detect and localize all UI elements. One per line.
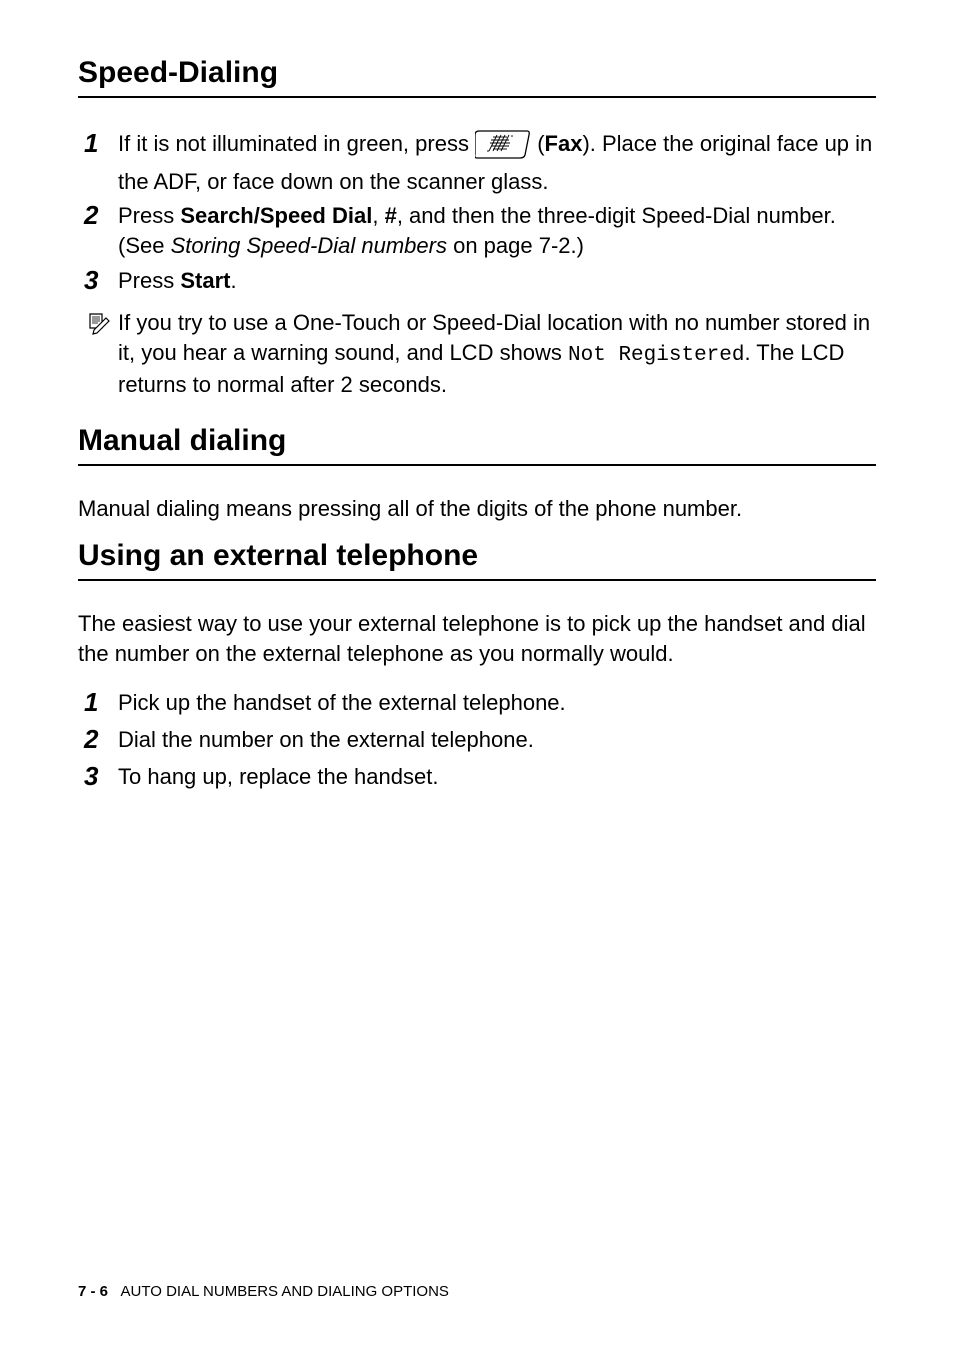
step-number: 1 <box>84 126 118 161</box>
step-number: 2 <box>84 198 118 233</box>
step-row: 2 Press Search/Speed Dial, #, and then t… <box>84 198 876 260</box>
step-number: 2 <box>84 722 118 757</box>
step-italic: Storing Speed-Dial numbers <box>171 233 447 258</box>
step-text: on page 7-2.) <box>447 233 584 258</box>
step-text: Press <box>118 203 180 228</box>
step-body: Pick up the handset of the external tele… <box>118 685 876 718</box>
step-bold: Search/Speed Dial <box>180 203 372 228</box>
page-footer: 7 - 6 AUTO DIAL NUMBERS AND DIALING OPTI… <box>78 1283 449 1300</box>
heading-manual-dialing: Manual dialing <box>78 424 876 466</box>
step-bold: # <box>385 203 397 228</box>
step-row: 1 Pick up the handset of the external te… <box>84 685 876 720</box>
paragraph: Manual dialing means pressing all of the… <box>78 494 876 524</box>
note-mono: Not Registered <box>568 344 744 367</box>
note-icon <box>84 308 118 343</box>
step-row: 2 Dial the number on the external teleph… <box>84 722 876 757</box>
step-body: Dial the number on the external telephon… <box>118 722 876 755</box>
step-text: ( <box>537 131 544 156</box>
step-text: , <box>372 203 384 228</box>
note-row: If you try to use a One-Touch or Speed-D… <box>84 308 876 400</box>
step-body: If it is not illuminated in green, press <box>118 126 876 196</box>
step-number: 3 <box>84 263 118 298</box>
note-body: If you try to use a One-Touch or Speed-D… <box>118 308 876 400</box>
external-telephone-steps: 1 Pick up the handset of the external te… <box>84 685 876 794</box>
step-bold: Fax <box>545 131 583 156</box>
step-body: Press Search/Speed Dial, #, and then the… <box>118 198 876 260</box>
step-row: 1 If it is not illuminated in green, pre… <box>84 126 876 196</box>
paragraph: The easiest way to use your external tel… <box>78 609 876 668</box>
fax-icon <box>475 129 531 167</box>
speed-dialing-steps: 1 If it is not illuminated in green, pre… <box>84 126 876 298</box>
page-container: Speed-Dialing 1 If it is not illuminated… <box>0 0 954 1352</box>
step-bold: Start <box>180 268 230 293</box>
step-text: Press <box>118 268 180 293</box>
step-number: 3 <box>84 759 118 794</box>
step-row: 3 Press Start. <box>84 263 876 298</box>
step-text: . <box>230 268 236 293</box>
heading-speed-dialing: Speed-Dialing <box>78 56 876 98</box>
heading-external-telephone: Using an external telephone <box>78 539 876 581</box>
step-text: If it is not illuminated in green, press <box>118 131 475 156</box>
step-row: 3 To hang up, replace the handset. <box>84 759 876 794</box>
footer-page-number: 7 - 6 <box>78 1283 108 1300</box>
step-body: Press Start. <box>118 263 876 296</box>
footer-chapter: AUTO DIAL NUMBERS AND DIALING OPTIONS <box>121 1283 449 1300</box>
step-body: To hang up, replace the handset. <box>118 759 876 792</box>
step-number: 1 <box>84 685 118 720</box>
